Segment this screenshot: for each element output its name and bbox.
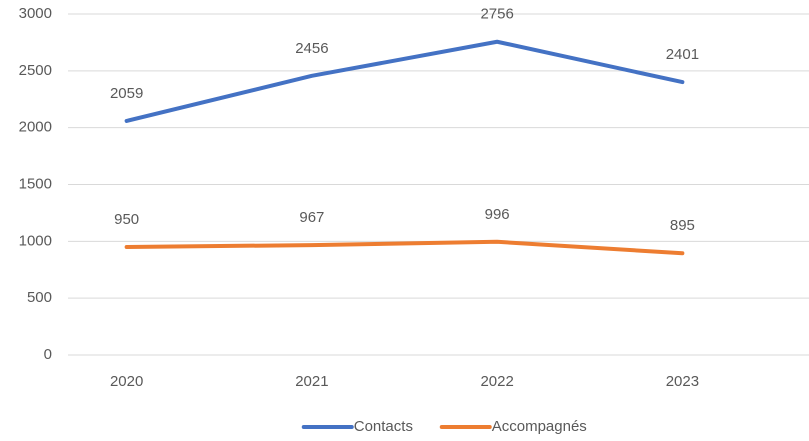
y-tick-label: 3000 <box>19 5 52 22</box>
x-tick-label: 2021 <box>295 373 328 390</box>
y-tick-label: 500 <box>27 289 52 306</box>
y-tick-label: 1500 <box>19 175 52 192</box>
y-tick-label: 1000 <box>19 232 52 249</box>
legend-label: Accompagnés <box>492 418 587 435</box>
data-label: 2756 <box>480 6 513 23</box>
series-line <box>124 239 685 256</box>
data-label: 2059 <box>110 85 143 102</box>
data-label: 996 <box>485 206 510 223</box>
y-tick-label: 2000 <box>19 119 52 136</box>
data-label: 950 <box>114 211 139 228</box>
legend-label: Contacts <box>354 418 413 435</box>
data-label: 895 <box>670 217 695 234</box>
data-label: 967 <box>299 209 324 226</box>
x-tick-label: 2020 <box>110 373 143 390</box>
x-tick-label: 2023 <box>666 373 699 390</box>
data-label: 2401 <box>666 46 699 63</box>
x-tick-label: 2022 <box>480 373 513 390</box>
data-label: 2456 <box>295 40 328 57</box>
y-tick-label: 2500 <box>19 62 52 79</box>
series-line <box>124 39 685 123</box>
y-tick-label: 0 <box>44 346 52 363</box>
